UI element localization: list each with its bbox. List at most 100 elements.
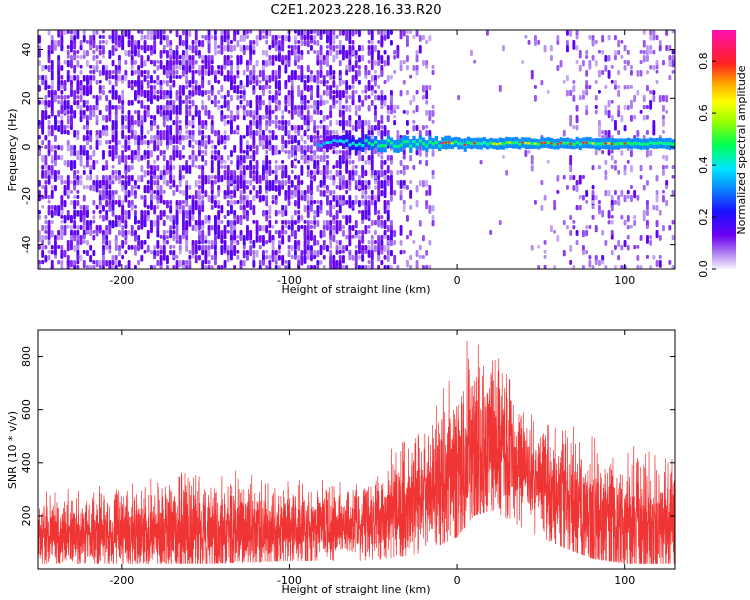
signal-peak-cell	[604, 142, 607, 145]
signal-band-core	[431, 142, 435, 146]
spectrogram-cell	[268, 95, 272, 101]
colorbar-tick-label: 0.0	[697, 260, 710, 278]
spectrogram-cell	[156, 140, 160, 147]
spectrogram-cell	[348, 85, 352, 90]
signal-band-core	[438, 144, 442, 148]
spectrogram-cell	[329, 170, 333, 175]
spectrogram-cell	[54, 210, 57, 216]
spectrogram-cell	[393, 120, 397, 126]
spectrogram-cell	[338, 50, 342, 55]
spectrogram-cell	[649, 240, 653, 246]
spectrogram-cell	[194, 245, 198, 255]
spectrogram-cell	[377, 195, 381, 202]
spectrogram-cell	[198, 125, 201, 131]
spectrogram-cell	[543, 195, 547, 201]
spectrogram-cell	[159, 90, 163, 96]
spectrogram-cell	[274, 70, 278, 76]
signal-peak-cell	[508, 141, 511, 144]
spectrogram-cell	[662, 60, 665, 66]
spectrogram-cell	[146, 110, 150, 118]
signal-band-core	[594, 142, 598, 146]
spectrogram-cell	[258, 195, 262, 203]
spectrogram-cell	[50, 205, 54, 210]
spectrogram-cell	[348, 255, 352, 261]
spectrogram-cell	[134, 205, 137, 209]
spectrogram-cell	[111, 260, 115, 266]
spectrogram-cell	[268, 205, 272, 212]
spectrogram-cell	[377, 95, 381, 101]
spectrogram-cell	[601, 35, 605, 43]
spectrogram-cell	[201, 245, 205, 252]
snr-y-label: SNR (10 * v/v)	[6, 411, 19, 489]
spectrogram-cell	[108, 35, 112, 40]
spectrogram-cell	[268, 60, 272, 66]
spectrogram-cell	[562, 250, 566, 257]
spectrogram-cell	[86, 175, 89, 181]
spectrogram-cell	[50, 230, 54, 238]
spectrogram-cell	[326, 70, 329, 77]
spectrogram-cell	[182, 205, 185, 211]
spectrogram-cell	[278, 55, 281, 62]
spectrogram-cell	[338, 150, 342, 154]
spectrogram-cell	[79, 235, 83, 245]
spectrogram-cell	[639, 175, 643, 180]
spectrogram-cell	[338, 80, 342, 87]
spectrogram-cell	[252, 255, 256, 261]
spectrogram-cell	[294, 255, 297, 260]
spectrogram-cell	[358, 200, 361, 208]
spectrogram-cell	[111, 195, 115, 202]
spectrogram-cell	[182, 165, 185, 171]
spectrogram-cell	[95, 135, 99, 142]
spectrogram-cell	[230, 110, 233, 116]
spectrogram-cell	[380, 90, 384, 96]
spectrogram-cell	[418, 35, 422, 42]
spectrogram-cell	[300, 100, 304, 105]
spectrogram-cell	[178, 120, 182, 124]
spectrogram-cell	[140, 175, 144, 183]
spectrogram-cell	[210, 150, 214, 156]
spectrogram-cell	[255, 120, 259, 127]
spectrogram-cell	[540, 80, 544, 86]
spectrogram-cell	[182, 100, 185, 104]
spectrogram-cell	[166, 40, 169, 48]
spectrogram-cell	[428, 115, 432, 122]
spectrogram-cell	[70, 215, 73, 224]
y-tick-label: 20	[20, 91, 33, 105]
spectrogram-cell	[569, 175, 573, 181]
spectrogram-cell	[178, 260, 182, 268]
spectrogram-cell	[390, 195, 393, 202]
spectrogram-cell	[169, 230, 173, 239]
spectrogram-cell	[44, 225, 48, 230]
spectrogram-cell	[191, 255, 195, 259]
spectrogram-cell	[415, 105, 419, 113]
spectrogram-cell	[646, 55, 649, 62]
spectrogram-cell	[258, 265, 262, 269]
spectrogram-cell	[610, 205, 614, 212]
spectrogram-cell	[242, 90, 246, 96]
spectrogram-cell	[655, 80, 659, 84]
spectrogram-cell	[153, 255, 157, 260]
spectrogram-cell	[185, 40, 189, 50]
spectrogram-y-label: Frequency (Hz)	[6, 109, 19, 192]
spectrogram-cell	[118, 230, 121, 236]
spectrogram-cell	[201, 155, 205, 162]
spectrogram-cell	[630, 105, 633, 109]
spectrogram-cell	[50, 35, 54, 42]
spectrogram-cell	[89, 265, 93, 269]
spectrogram-cell	[60, 225, 64, 231]
spectrogram-cell	[575, 240, 579, 246]
spectrogram-cell	[95, 60, 99, 65]
spectrogram-cell	[153, 160, 157, 164]
spectrogram-cell	[92, 160, 96, 170]
signal-band-core	[406, 140, 410, 144]
spectrogram-cell	[258, 260, 262, 266]
spectrogram-cell	[258, 175, 262, 184]
spectrogram-cell	[198, 235, 201, 241]
spectrogram-cell	[274, 210, 278, 217]
spectrogram-cell	[210, 190, 214, 195]
spectrogram-cell	[38, 135, 41, 140]
spectrogram-cell	[172, 70, 176, 77]
spectrogram-cell	[233, 75, 237, 85]
spectrogram-cell	[95, 45, 99, 52]
spectrogram-cell	[274, 55, 278, 62]
